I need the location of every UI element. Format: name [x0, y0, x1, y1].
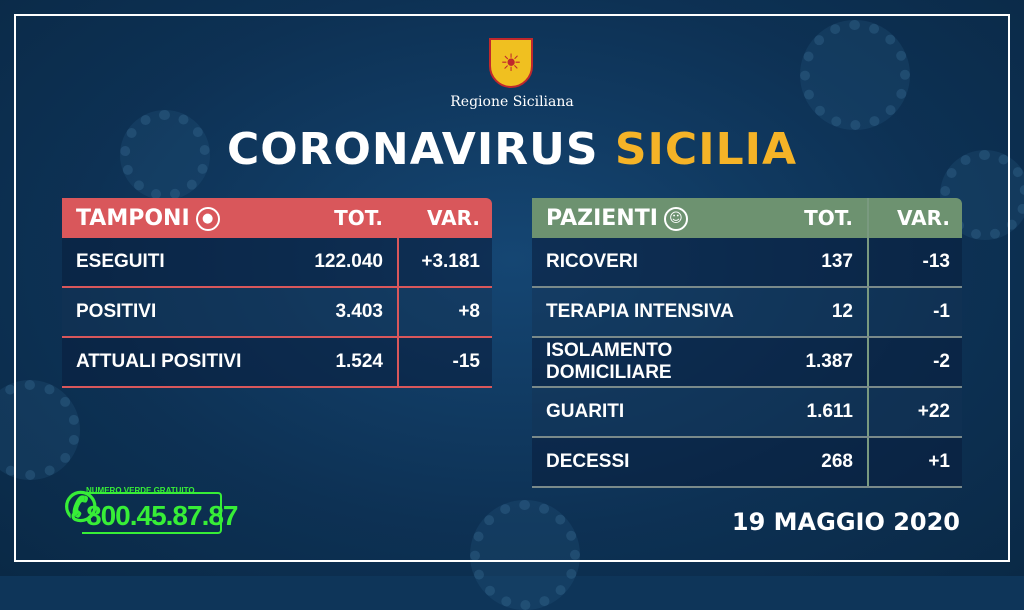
row-total: 1.387: [805, 351, 853, 372]
table-row: ISOLAMENTO DOMICILIARE 1.387 -2: [532, 338, 962, 388]
tamponi-header: TAMPONI ● TOT. VAR.: [62, 198, 492, 238]
table-row: GUARITI 1.611 +22: [532, 388, 962, 438]
table-row: TERAPIA INTENSIVA 12 -1: [532, 288, 962, 338]
hotline-box: [82, 492, 222, 534]
pazienti-table: PAZIENTI ☺ TOT. VAR. RICOVERI 137 -13 TERAPI…: [532, 198, 962, 488]
table-row: POSITIVI 3.403 +8: [62, 288, 492, 338]
col-var: VAR.: [397, 198, 492, 238]
col-tot: TOT.: [334, 206, 383, 230]
region-name: Regione Siciliana: [450, 94, 574, 110]
virus-decoration: [120, 110, 210, 200]
date: 19 MAGGIO 2020: [731, 508, 960, 536]
virus-decoration: [800, 20, 910, 130]
table-row: RICOVERI 137 -13: [532, 238, 962, 288]
row-variation: +22: [867, 388, 962, 436]
row-variation: +1: [867, 438, 962, 486]
hotline-number: 800.45.87.87: [86, 500, 238, 531]
col-var: VAR.: [867, 198, 962, 238]
row-label: TERAPIA INTENSIVA: [546, 301, 734, 322]
pazienti-title: PAZIENTI: [546, 205, 658, 231]
table-row: DECESSI 268 +1: [532, 438, 962, 488]
row-label: ISOLAMENTO DOMICILIARE: [546, 340, 673, 383]
tamponi-table: TAMPONI ● TOT. VAR. ESEGUITI 122.040 +3.181…: [62, 198, 492, 388]
phone-icon: ✆: [64, 486, 98, 530]
row-variation: -2: [867, 338, 962, 386]
col-tot: TOT.: [804, 206, 853, 230]
hotline-label: NUMERO VERDE GRATUITO: [86, 486, 195, 495]
virus-decoration: [0, 380, 80, 480]
row-label: GUARITI: [546, 401, 625, 422]
title-part1: CORONAVIRUS: [226, 124, 599, 175]
row-total: 137: [821, 251, 853, 272]
table-row: ESEGUITI 122.040 +3.181: [62, 238, 492, 288]
row-total: 1.611: [806, 401, 854, 422]
row-total: 3.403: [335, 301, 383, 322]
title-part2: SICILIA: [614, 124, 798, 175]
row-variation: -13: [867, 238, 962, 286]
row-total: 12: [831, 301, 853, 322]
row-total: 1.524: [335, 351, 383, 372]
row-variation: +3.181: [397, 238, 492, 286]
swab-icon: ●: [195, 206, 220, 231]
row-total: 122.040: [314, 251, 383, 272]
page-title: CORONAVIRUS SICILIA: [0, 124, 1024, 175]
row-label: ESEGUITI: [76, 251, 165, 272]
person-icon: ☺: [663, 206, 688, 231]
row-label: POSITIVI: [76, 301, 157, 322]
table-row: ATTUALI POSITIVI 1.524 -15: [62, 338, 492, 388]
row-total: 268: [821, 451, 853, 472]
row-label: ATTUALI POSITIVI: [76, 351, 242, 372]
tamponi-title: TAMPONI: [76, 205, 190, 231]
row-variation: -15: [397, 338, 492, 386]
sicily-logo: ☀: [489, 38, 533, 88]
row-variation: -1: [867, 288, 962, 336]
row-label: RICOVERI: [546, 251, 638, 272]
pazienti-header: PAZIENTI ☺ TOT. VAR.: [532, 198, 962, 238]
row-label: DECESSI: [546, 451, 630, 472]
row-variation: +8: [397, 288, 492, 336]
frame-border: [14, 14, 1010, 562]
